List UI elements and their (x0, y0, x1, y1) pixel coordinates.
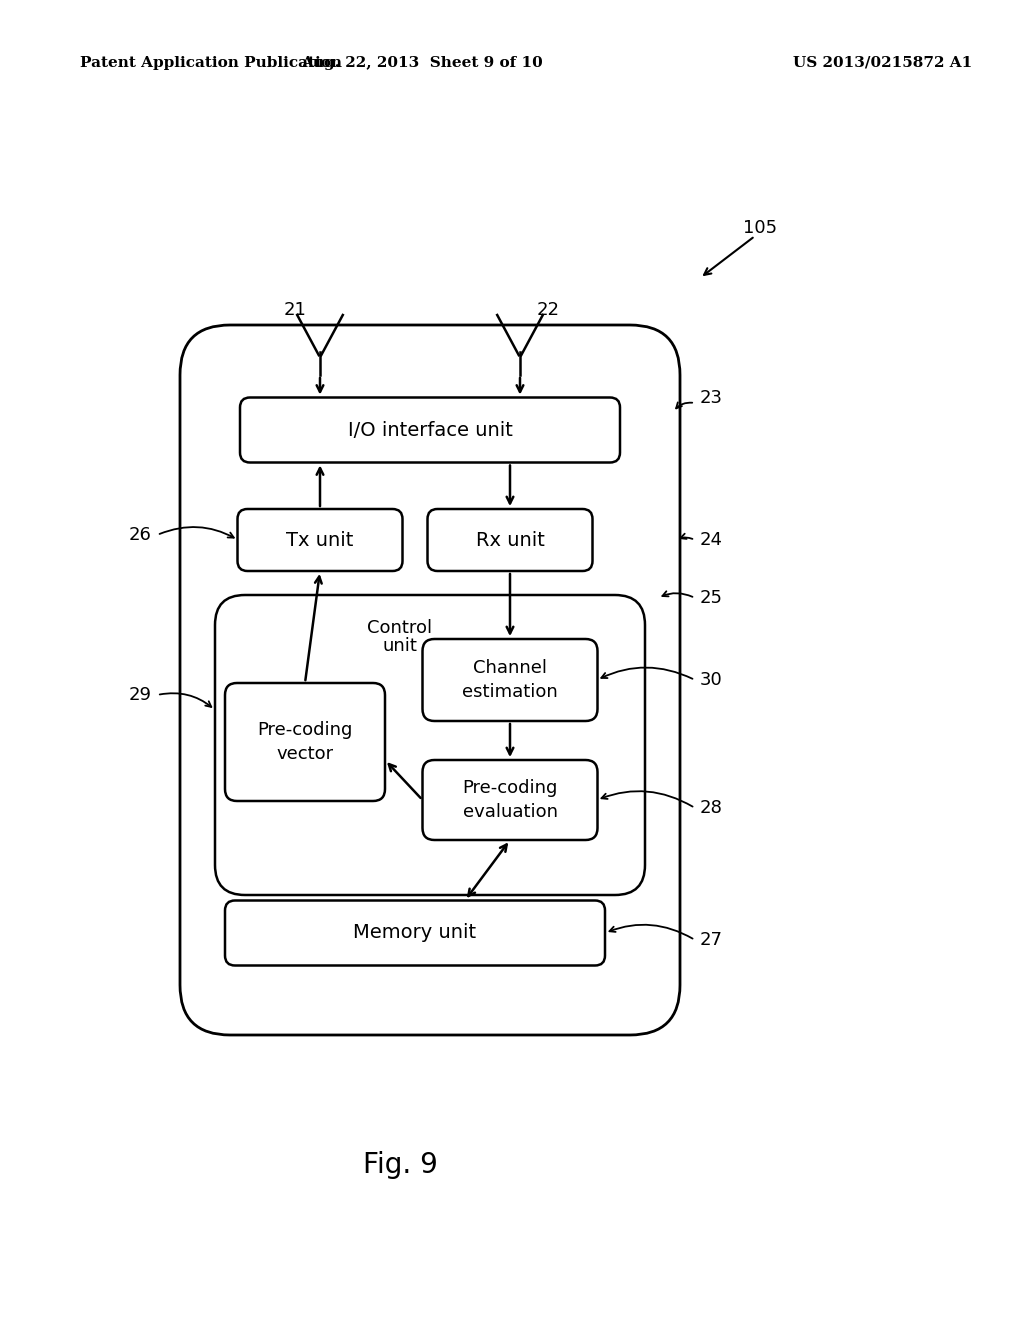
Text: evaluation: evaluation (463, 803, 557, 821)
FancyBboxPatch shape (225, 682, 385, 801)
Text: US 2013/0215872 A1: US 2013/0215872 A1 (793, 55, 972, 70)
Text: Control: Control (368, 619, 432, 638)
FancyBboxPatch shape (423, 760, 597, 840)
Text: unit: unit (383, 638, 418, 655)
Text: 26: 26 (129, 525, 152, 544)
Text: Tx unit: Tx unit (287, 531, 353, 549)
FancyBboxPatch shape (180, 325, 680, 1035)
Text: vector: vector (276, 744, 334, 763)
FancyBboxPatch shape (238, 510, 402, 572)
Text: 25: 25 (700, 589, 723, 607)
Text: Memory unit: Memory unit (353, 924, 476, 942)
Text: Rx unit: Rx unit (475, 531, 545, 549)
Text: 24: 24 (700, 531, 723, 549)
Text: Pre-coding: Pre-coding (257, 721, 352, 739)
FancyBboxPatch shape (225, 900, 605, 965)
Text: 105: 105 (743, 219, 777, 238)
Text: 28: 28 (700, 799, 723, 817)
Text: 30: 30 (700, 671, 723, 689)
FancyBboxPatch shape (423, 639, 597, 721)
Text: 21: 21 (284, 301, 306, 319)
Text: I/O interface unit: I/O interface unit (347, 421, 512, 440)
FancyBboxPatch shape (427, 510, 593, 572)
Text: 23: 23 (700, 389, 723, 407)
Text: Channel: Channel (473, 659, 547, 677)
Text: 27: 27 (700, 931, 723, 949)
Text: Aug. 22, 2013  Sheet 9 of 10: Aug. 22, 2013 Sheet 9 of 10 (301, 55, 543, 70)
Text: Patent Application Publication: Patent Application Publication (80, 55, 342, 70)
Text: 22: 22 (537, 301, 559, 319)
Text: estimation: estimation (462, 682, 558, 701)
Text: Fig. 9: Fig. 9 (362, 1151, 437, 1179)
FancyBboxPatch shape (240, 397, 620, 462)
Text: Pre-coding: Pre-coding (462, 779, 558, 797)
FancyBboxPatch shape (215, 595, 645, 895)
Text: 29: 29 (129, 686, 152, 704)
